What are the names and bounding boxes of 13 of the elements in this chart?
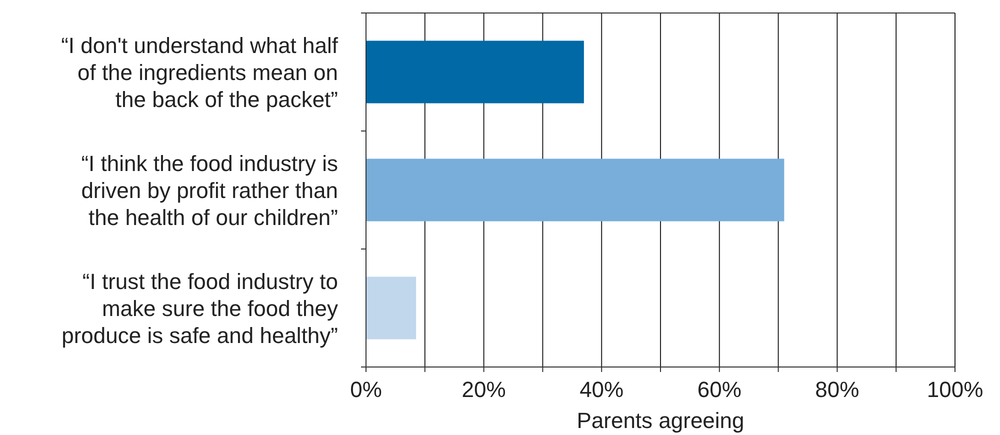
x-tick-label: 80%: [815, 377, 860, 402]
x-tick-label: 0%: [350, 377, 382, 402]
bar: [366, 158, 784, 222]
x-axis-title: Parents agreeing: [576, 408, 744, 433]
bar: [366, 276, 416, 340]
x-tick-label: 40%: [580, 377, 624, 402]
x-tick-label: 100%: [926, 377, 984, 402]
y-tick-label: “I trust the food industry to make sure the food they produce is safe and healthy”: [62, 269, 338, 348]
x-tick-label: 20%: [462, 377, 506, 402]
y-tick-label: “I don't understand what half of the ingredients mean on the back of the packet”: [61, 33, 339, 112]
x-tick-label: 60%: [697, 377, 742, 402]
bar: [366, 40, 584, 104]
y-tick-label: “I think the food industry is driven by profit rather than the health of our children”: [81, 151, 338, 230]
